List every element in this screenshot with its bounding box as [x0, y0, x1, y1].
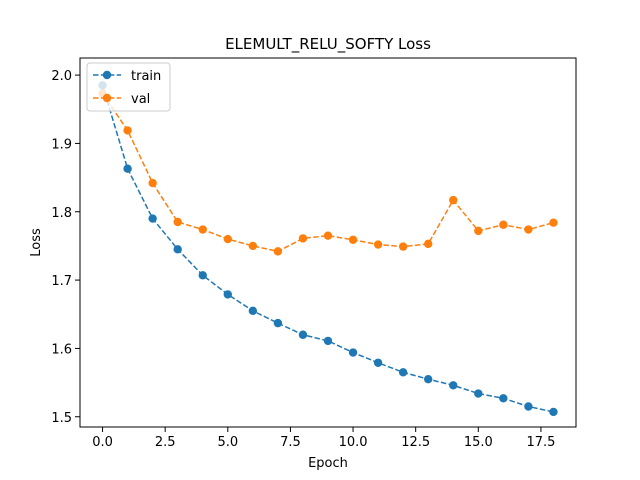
data-point-val	[424, 239, 433, 249]
data-point-val	[373, 240, 383, 249]
data-point-val	[123, 126, 132, 135]
y-tick-label: 1.7	[51, 274, 72, 289]
data-point-train	[273, 318, 283, 328]
series-layer	[98, 81, 558, 417]
data-point-train	[223, 290, 232, 299]
legend-item-train: train	[93, 69, 161, 84]
data-point-val	[348, 235, 358, 244]
data-point-train	[248, 306, 258, 316]
legend: train val	[86, 62, 171, 112]
data-point-train	[323, 336, 333, 346]
y-tick-label: 2.0	[51, 69, 72, 84]
legend-marker-val	[102, 93, 112, 103]
data-point-val	[549, 218, 558, 227]
data-point-val	[223, 234, 232, 244]
x-axis-label: Epoch	[308, 456, 348, 471]
plot-area	[80, 58, 576, 427]
data-point-val	[198, 225, 207, 234]
data-point-val	[148, 178, 157, 188]
series-val	[98, 89, 558, 256]
legend-label-val: val	[131, 92, 150, 107]
x-tick-label: 0.0	[92, 435, 113, 450]
data-point-val	[173, 217, 182, 227]
legend-item-val: val	[93, 92, 150, 107]
y-tick-label: 1.9	[51, 137, 72, 152]
data-point-val	[323, 231, 333, 240]
data-point-train	[549, 407, 558, 417]
y-tick-label: 1.5	[51, 411, 72, 426]
legend-label-train: train	[131, 69, 161, 84]
data-point-train	[398, 368, 408, 377]
data-point-train	[449, 381, 458, 390]
data-point-train	[123, 164, 132, 173]
data-point-train	[499, 394, 508, 403]
y-tick-label: 1.6	[51, 342, 72, 357]
x-tick-label: 15.0	[464, 435, 493, 450]
x-tick-label: 10.0	[339, 435, 368, 450]
data-point-val	[398, 242, 408, 251]
x-tick-label: 12.5	[401, 435, 430, 450]
data-point-val	[248, 241, 258, 251]
data-point-train	[348, 348, 358, 357]
data-point-train	[524, 402, 533, 411]
data-point-train	[173, 245, 182, 254]
chart-title: ELEMULT_RELU_SOFTY Loss	[225, 35, 431, 54]
legend-marker-train	[102, 70, 112, 80]
data-point-train	[198, 271, 207, 280]
y-axis-label: Loss	[29, 228, 44, 257]
data-point-val	[474, 226, 483, 236]
data-point-train	[424, 374, 433, 384]
data-point-val	[298, 234, 308, 243]
data-point-train	[298, 330, 308, 339]
x-tick-label: 2.5	[155, 435, 176, 450]
x-tick-label: 7.5	[280, 435, 301, 450]
data-point-val	[273, 247, 283, 256]
ticks-layer: 0.0 2.5 5.0 7.5 10.0 12.5 15.0 17.5 1.5 1.6 1.7 1.8…	[51, 69, 555, 450]
data-point-val	[499, 220, 508, 229]
x-tick-label: 17.5	[526, 435, 555, 450]
data-point-train	[373, 358, 383, 367]
plot-frame	[79, 57, 577, 428]
data-point-train	[474, 389, 483, 398]
data-point-val	[449, 195, 458, 205]
x-tick-label: 5.0	[217, 435, 238, 450]
data-point-val	[524, 225, 533, 234]
y-tick-label: 1.8	[51, 206, 72, 221]
data-point-train	[148, 214, 157, 223]
